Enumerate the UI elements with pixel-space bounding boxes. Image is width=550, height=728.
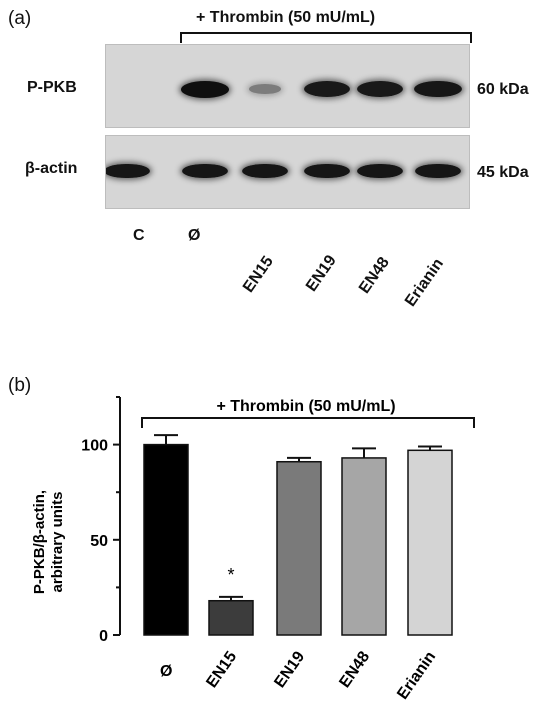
- x-tick-label-3: EN48: [336, 648, 373, 691]
- band-beta-actin-1: [182, 163, 228, 179]
- y-tick-label-1: 50: [90, 533, 108, 550]
- bar-2: [276, 460, 322, 636]
- band-p-pkb-5: [414, 80, 462, 98]
- y-axis-label-line1: P-PKB/β-actin,: [31, 490, 48, 594]
- blot-p-pkb: [105, 44, 470, 128]
- x-tick-label-4: Erianin: [394, 649, 439, 703]
- band-p-pkb-4: [356, 80, 404, 98]
- kda-label-p-pkb: 60 kDa: [477, 81, 529, 98]
- x-tick-label-2: EN19: [271, 648, 308, 691]
- band-p-pkb-1: [181, 80, 229, 98]
- panel-a-label: (a): [8, 8, 32, 29]
- chart-treatment-bracket: [141, 417, 475, 428]
- bar-4: [407, 449, 453, 636]
- blot-beta-actin: [105, 135, 470, 209]
- band-beta-actin-5: [415, 163, 461, 179]
- y-tick-label-0: 0: [99, 628, 108, 645]
- lane-label-0: C: [133, 227, 145, 244]
- band-beta-actin-4: [357, 163, 403, 179]
- x-tick-label-0: Ø: [160, 663, 172, 680]
- panel-b-label: (b): [8, 375, 32, 396]
- panel-a-treatment-bracket: [180, 32, 472, 43]
- x-tick-label-1: EN15: [203, 648, 240, 691]
- row-label-p-pkb: P-PKB: [27, 79, 77, 96]
- bar-0: [143, 443, 189, 636]
- y-tick-label-2: 100: [81, 438, 108, 455]
- band-p-pkb-3: [303, 80, 351, 98]
- chart-treatment-label: + Thrombin (50 mU/mL): [216, 398, 395, 415]
- band-beta-actin-0: [106, 163, 150, 179]
- significance-marker: *: [227, 565, 234, 585]
- row-label-beta-actin: β-actin: [25, 160, 78, 177]
- band-beta-actin-3: [304, 163, 350, 179]
- band-p-pkb-2: [249, 84, 281, 94]
- bar-3: [341, 457, 387, 636]
- band-beta-actin-2: [242, 163, 288, 179]
- panel-a-treatment-label: + Thrombin (50 mU/mL): [196, 9, 376, 26]
- y-axis-label-line2: arbitrary units: [49, 492, 66, 593]
- lane-label-1: Ø: [188, 227, 201, 244]
- bar-1: [208, 599, 254, 636]
- kda-label-beta-actin: 45 kDa: [477, 164, 529, 181]
